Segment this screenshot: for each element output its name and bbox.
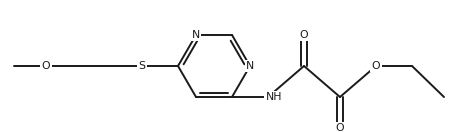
- Text: S: S: [138, 61, 146, 71]
- Text: N: N: [246, 61, 254, 71]
- Text: O: O: [300, 30, 308, 40]
- Text: O: O: [42, 61, 50, 71]
- Text: O: O: [372, 61, 380, 71]
- Text: N: N: [192, 30, 200, 40]
- Text: O: O: [336, 123, 344, 132]
- Text: NH: NH: [266, 92, 282, 102]
